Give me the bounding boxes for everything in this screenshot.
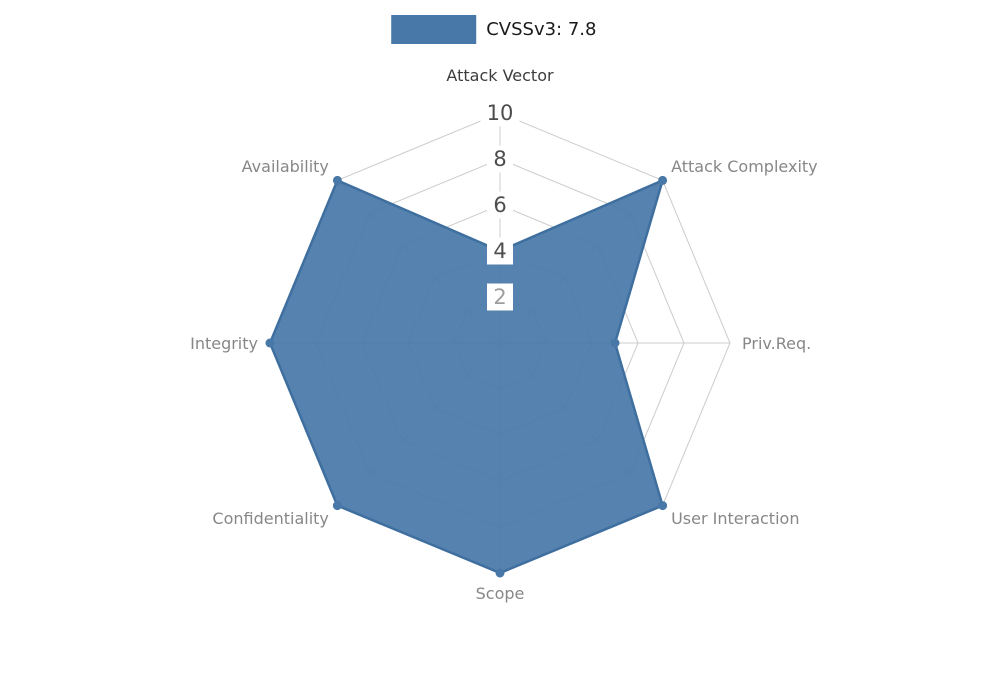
tick-box — [487, 145, 513, 173]
tick-box — [487, 237, 513, 265]
axis-label: Integrity — [190, 334, 258, 353]
tick-box — [487, 191, 513, 219]
series-vertex — [610, 338, 620, 348]
series-vertex — [332, 501, 342, 511]
series-vertex — [265, 338, 275, 348]
series-vertex — [658, 501, 668, 511]
axis-label: User Interaction — [671, 509, 799, 528]
tick-label: 2 — [493, 285, 506, 309]
tick-box — [487, 283, 513, 311]
axis-label: Availability — [242, 157, 329, 176]
series-vertex — [332, 175, 342, 185]
tick-label: 10 — [487, 101, 514, 125]
legend: CVSSv3: 7.8 — [391, 15, 596, 44]
tick-label: 4 — [493, 239, 506, 263]
tick-label: 6 — [493, 193, 506, 217]
series-vertex — [495, 568, 505, 578]
axis-label: Attack Complexity — [671, 157, 818, 176]
tick-label: 8 — [493, 147, 506, 171]
axis-label: Priv.Req. — [742, 334, 811, 353]
series-vertex — [658, 175, 668, 185]
axis-label: Confidentiality — [212, 509, 328, 528]
axis-label: Scope — [476, 584, 525, 603]
legend-label: CVSSv3: 7.8 — [486, 19, 597, 40]
tick-box — [480, 99, 520, 127]
legend-swatch — [391, 15, 477, 44]
axis-label: Attack Vector — [446, 66, 554, 85]
